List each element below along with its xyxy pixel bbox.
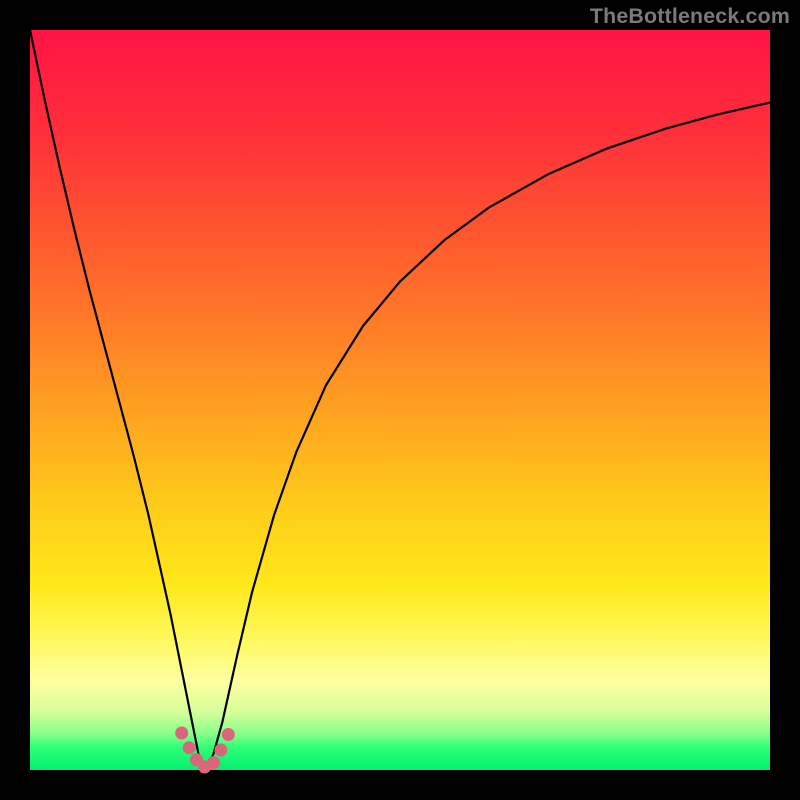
valley-marker <box>222 728 235 741</box>
valley-marker <box>207 756 220 769</box>
chart-svg <box>0 0 800 800</box>
valley-marker <box>175 727 188 740</box>
valley-marker <box>214 744 227 757</box>
plot-area <box>30 30 770 770</box>
valley-marker <box>183 741 196 754</box>
watermark-text: TheBottleneck.com <box>590 4 790 29</box>
chart-stage: TheBottleneck.com <box>0 0 800 800</box>
